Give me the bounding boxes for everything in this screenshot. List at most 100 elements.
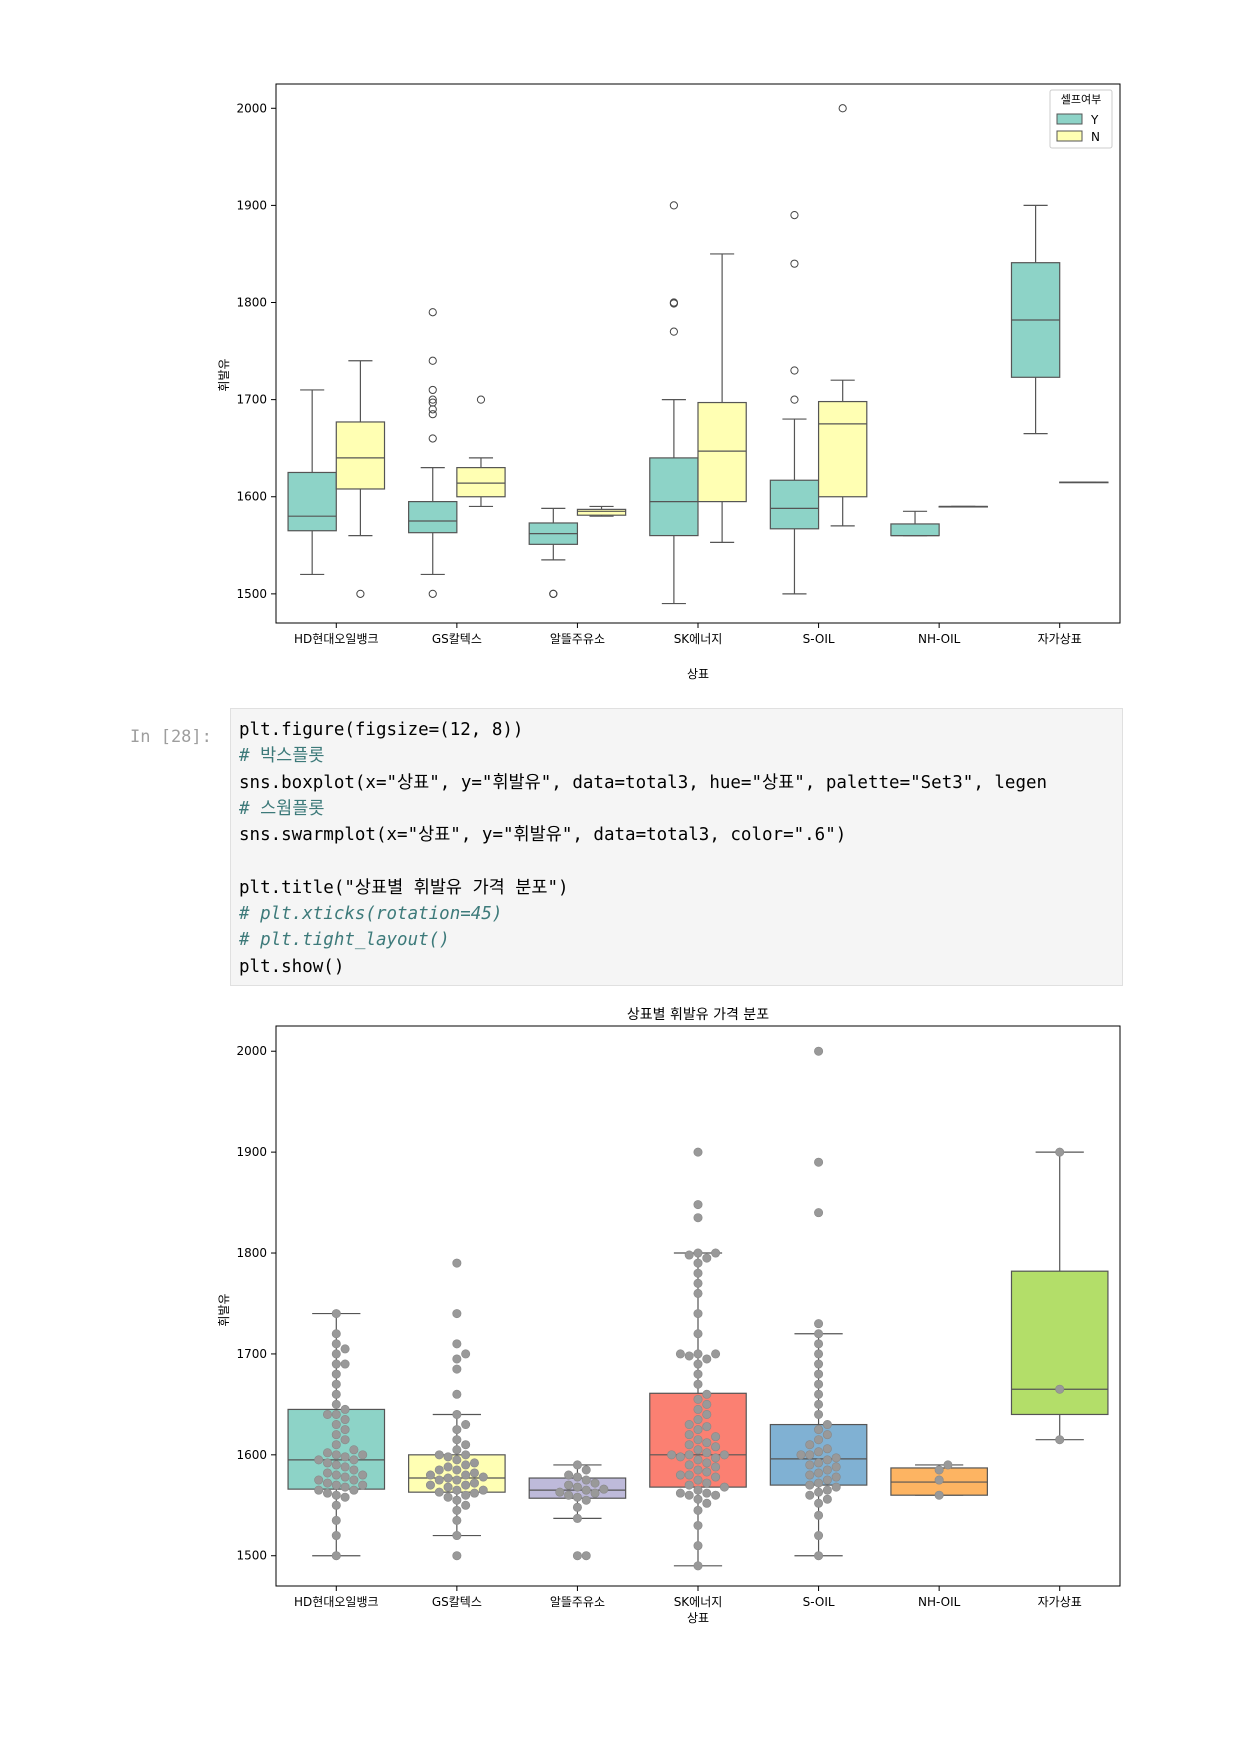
swarm-point [684, 1460, 694, 1470]
swarm-point [814, 1468, 824, 1478]
box-n [697, 253, 747, 543]
swarm-point [331, 1531, 341, 1541]
swarm-point [340, 1425, 350, 1435]
swarm-point [711, 1462, 721, 1472]
code-line: # plt.xticks(rotation=45) [239, 904, 503, 925]
swarm-point [452, 1475, 462, 1485]
code-line: # plt.tight_layout() [239, 930, 450, 951]
box-body [408, 501, 458, 534]
swarm-point [452, 1445, 462, 1455]
swarm-point [693, 1425, 703, 1435]
box-n [456, 395, 506, 508]
legend: 셀프여부 YN [1049, 89, 1113, 149]
swarm-point [814, 1319, 824, 1329]
box-y [1010, 204, 1061, 435]
swarm-point [693, 1445, 703, 1455]
y-tick-label: 1500 [236, 1549, 267, 1563]
swarm-point [349, 1465, 359, 1475]
swarm-point [711, 1432, 721, 1442]
outlier-point [428, 385, 437, 395]
swarm-point [693, 1415, 703, 1425]
outlier-point [790, 259, 799, 268]
swarm-point [461, 1450, 471, 1460]
swarm-point [322, 1478, 332, 1488]
swarm-point [349, 1445, 359, 1455]
x-tick-label: HD현대오일뱅크 [294, 1595, 379, 1609]
swarm-point [693, 1520, 703, 1530]
y-axis-label: 휘발유 [217, 1293, 231, 1326]
y-tick-label: 1500 [236, 587, 267, 601]
swarm-point [711, 1442, 721, 1452]
swarm-point [443, 1473, 453, 1483]
swarm-point [814, 1487, 824, 1497]
y-tick-label: 1600 [236, 490, 267, 504]
code-cell[interactable]: plt.figure(figsize=(12, 8)) # 박스플롯 sns.box… [230, 708, 1123, 986]
swarm-point [822, 1494, 832, 1504]
x-tick-label: NH-OIL [918, 632, 961, 646]
swarm-point [425, 1480, 435, 1490]
swarm-point [702, 1478, 712, 1488]
box-body [769, 479, 820, 530]
swarm-point [599, 1484, 609, 1494]
swarm-point [340, 1462, 350, 1472]
swarm-point [814, 1369, 824, 1379]
swarm-point [331, 1409, 341, 1419]
swarm-point [434, 1475, 444, 1485]
swarm-point [434, 1450, 444, 1460]
y-tick-label: 1900 [236, 1145, 267, 1159]
swarm-point [331, 1369, 341, 1379]
box-y [287, 389, 337, 576]
swarm-point [572, 1502, 582, 1512]
swarm-point [478, 1472, 488, 1482]
swarm-point [702, 1422, 712, 1432]
swarm-point [822, 1465, 832, 1475]
swarm-point [314, 1475, 324, 1485]
outlier-point [356, 589, 365, 598]
swarm-point [1055, 1435, 1065, 1445]
code-line: # 박스플롯 [239, 746, 325, 767]
swarm-point [331, 1440, 341, 1450]
swarm-point [805, 1480, 815, 1490]
x-tick-label: 알뜰주유소 [550, 1595, 605, 1609]
swarm-point [934, 1490, 944, 1500]
swarm-point [702, 1253, 712, 1263]
swarm-point [814, 1157, 824, 1167]
swarm-point [331, 1389, 341, 1399]
swarm-point [822, 1475, 832, 1485]
outlier-point [669, 201, 678, 210]
x-tick-label: S-OIL [803, 632, 835, 646]
swarm-point [814, 1208, 824, 1218]
swarm-point [684, 1450, 694, 1460]
cell-prompt: In [28]: [130, 727, 212, 747]
swarm-point [822, 1444, 832, 1454]
box-body [576, 508, 627, 516]
swarm-point [331, 1500, 341, 1510]
outlier-point [428, 356, 437, 365]
swarm-point [349, 1475, 359, 1485]
swarm-point [702, 1409, 712, 1419]
swarm-point [693, 1329, 703, 1339]
box-body [287, 471, 337, 532]
x-tick-label: 자가상표 [1038, 1595, 1082, 1609]
swarm-point [434, 1465, 444, 1475]
swarm-point [461, 1440, 471, 1450]
swarm-point [814, 1425, 824, 1435]
swarm-point [702, 1458, 712, 1468]
swarm-point [358, 1470, 368, 1480]
outlier-point [428, 589, 437, 598]
swarm-point [684, 1440, 694, 1450]
swarm-point [555, 1487, 565, 1497]
swarm-point [814, 1379, 824, 1389]
swarm-point [675, 1349, 685, 1359]
swarm-point [796, 1450, 806, 1460]
y-tick-label: 2000 [236, 101, 267, 115]
box-body [335, 421, 386, 490]
swarm-point [572, 1551, 582, 1561]
swarm-point [331, 1309, 341, 1319]
outlier-point [669, 327, 678, 336]
swarm-point [693, 1258, 703, 1268]
swarm-point [684, 1430, 694, 1440]
code-line: plt.title("상표별 휘발유 가격 분포") [239, 877, 569, 898]
swarm-point [814, 1349, 824, 1359]
legend-entry: Y [1090, 113, 1099, 127]
